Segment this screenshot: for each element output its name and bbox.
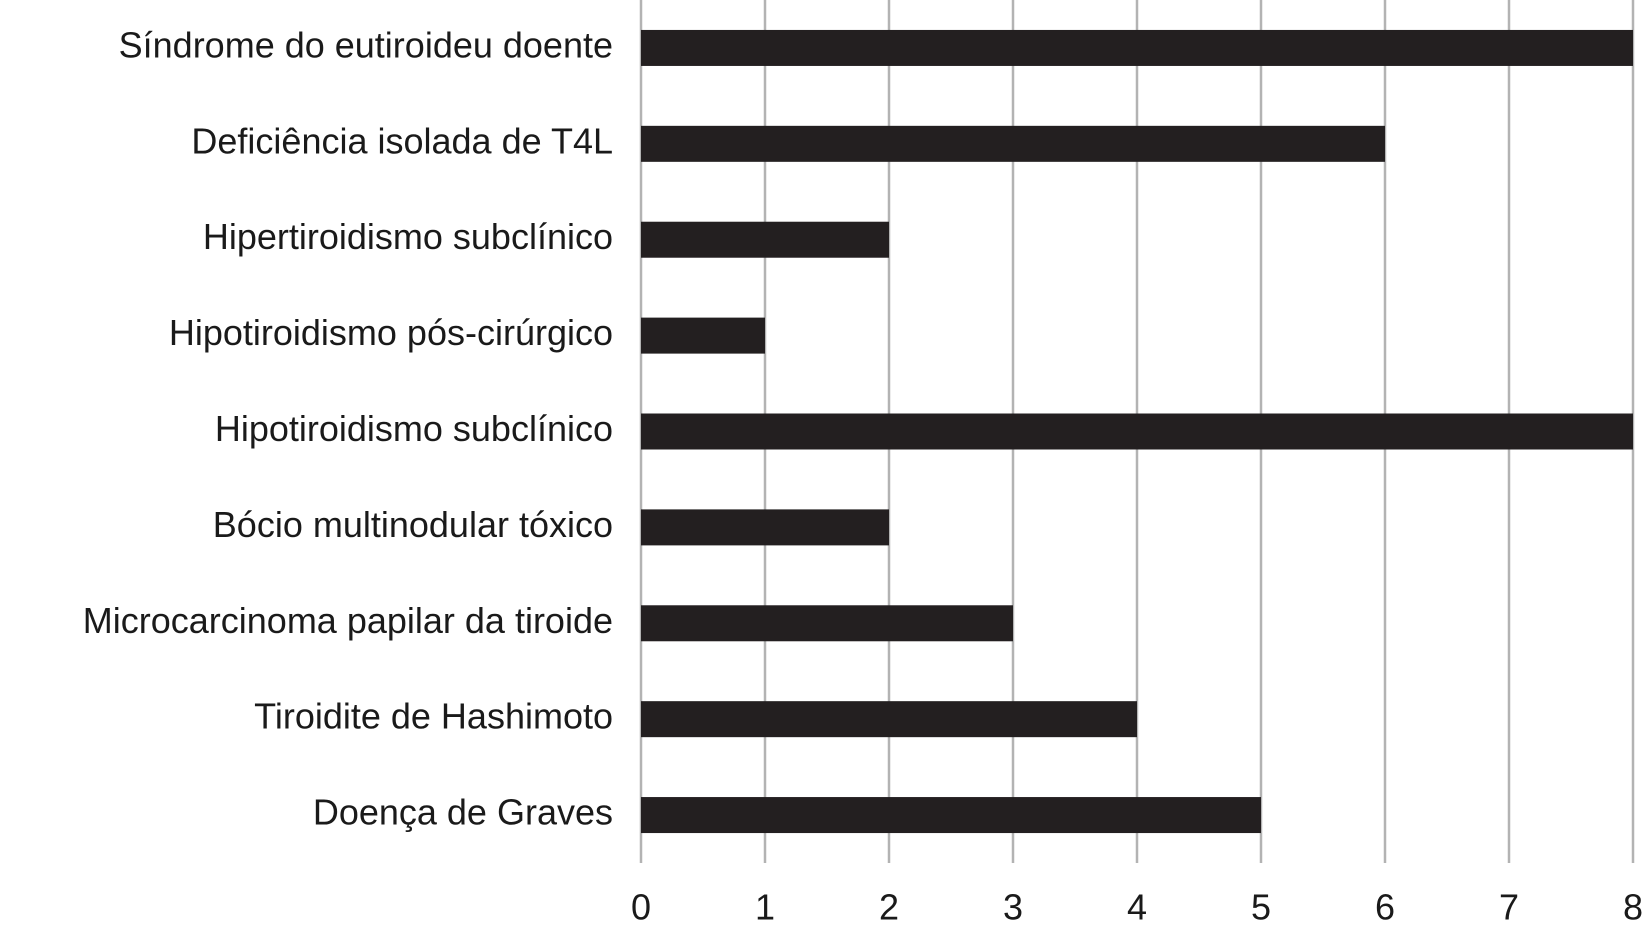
- bar: [641, 317, 765, 354]
- y-tick-label: Hipertiroidismo subclínico: [203, 216, 613, 257]
- bar: [641, 509, 889, 546]
- bar: [641, 125, 1385, 162]
- x-tick-label: 2: [879, 887, 899, 928]
- bar: [641, 605, 1013, 642]
- y-tick-label: Hipotiroidismo subclínico: [215, 408, 613, 449]
- bar: [641, 221, 889, 258]
- bar: [641, 413, 1633, 450]
- x-tick-label: 6: [1375, 887, 1395, 928]
- x-tick-label: 3: [1003, 887, 1023, 928]
- y-tick-label: Tiroidite de Hashimoto: [254, 696, 613, 737]
- bar: [641, 29, 1633, 66]
- bar: [641, 701, 1137, 738]
- y-tick-label: Doença de Graves: [313, 792, 613, 833]
- y-tick-label: Hipotiroidismo pós-cirúrgico: [169, 312, 613, 353]
- x-tick-label: 8: [1623, 887, 1643, 928]
- x-tick-label: 0: [631, 887, 651, 928]
- x-tick-label: 7: [1499, 887, 1519, 928]
- y-tick-label: Deficiência isolada de T4L: [191, 120, 613, 161]
- bar: [641, 797, 1261, 834]
- x-tick-label: 1: [755, 887, 775, 928]
- y-tick-label: Microcarcinoma papilar da tiroide: [83, 600, 613, 641]
- x-tick-label: 5: [1251, 887, 1271, 928]
- x-tick-label: 4: [1127, 887, 1147, 928]
- y-tick-label: Síndrome do eutiroideu doente: [119, 24, 613, 65]
- y-tick-label: Bócio multinodular tóxico: [213, 504, 613, 545]
